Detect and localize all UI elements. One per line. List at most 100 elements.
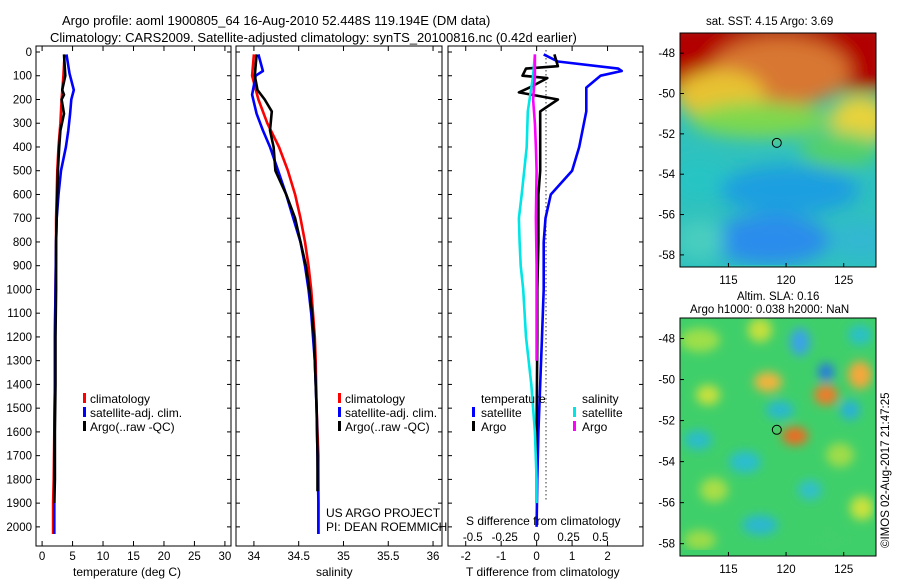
legend-label-satellite: satellite-adj. clim.: [90, 406, 182, 420]
x-tick-label: -2: [461, 551, 471, 563]
depth-tick-label: 2000: [6, 522, 32, 534]
legend-label-argo: Argo(..raw -QC): [345, 420, 430, 434]
s-diff-ticks: -0.5 -0.25 0 0.25 0.5: [463, 532, 609, 544]
t-diff-xlabel: T difference from climatology: [466, 565, 620, 579]
x-tick-label: 15: [127, 551, 140, 563]
x-tick-label: 35.5: [377, 551, 399, 563]
x-tick-label: 30: [219, 551, 232, 563]
argo-location-marker: [771, 424, 782, 435]
series-line-temperature-satellite: [535, 53, 624, 527]
legend-label-climatology: climatology: [90, 392, 150, 406]
sla-map-title-line1: Altim. SLA: 0.16: [737, 291, 819, 303]
lat-tick-label: -58: [658, 539, 675, 551]
salinity-legend: climatology satellite-adj. clim. Argo(..…: [338, 392, 437, 434]
lat-tick-label: -56: [658, 210, 675, 222]
depth-tick-label: 1600: [6, 427, 32, 439]
project-note: US ARGO PROJECT: [326, 506, 441, 520]
legend-swatch-t-argo: [472, 421, 475, 431]
imos-credit: ©IMOS 02-Aug-2017 21:47:25: [880, 392, 892, 548]
sla-map-box: [679, 317, 877, 557]
lon-tick-label: 120: [776, 564, 795, 576]
depth-tick-label: 400: [13, 142, 32, 154]
s-diff-xlabel: S difference from climatology: [466, 514, 621, 528]
x-tick-label: 36: [427, 551, 440, 563]
legend-swatch-satellite: [83, 407, 86, 417]
x-tick-label: 5: [69, 551, 75, 563]
lat-tick-label: -58: [658, 250, 675, 262]
x-tick-label: 35: [337, 551, 350, 563]
salinity-axes-box: [235, 45, 443, 547]
legend-swatch-s-argo: [573, 421, 576, 431]
temperature-legend: climatology satellite-adj. clim. Argo(..…: [83, 392, 182, 434]
lon-tick-label: 120: [776, 275, 795, 287]
depth-tick-label: 1800: [6, 474, 32, 486]
lat-tick-label: -50: [658, 375, 675, 387]
depth-tick-label: 1200: [6, 332, 32, 344]
legend-label-s-satellite: satellite: [582, 406, 623, 420]
legend-label-t-argo: Argo: [481, 420, 507, 434]
series-line-salinity-argo: [531, 54, 538, 361]
x-tick-label: 25: [188, 551, 201, 563]
legend-label-s-argo: Argo: [582, 420, 608, 434]
legend-label-t-satellite: satellite: [481, 406, 522, 420]
argo-location-marker: [771, 137, 782, 148]
legend-swatch-argo: [83, 421, 86, 431]
depth-tick-label: 1000: [6, 284, 32, 296]
legend-swatch-climatology: [83, 393, 86, 403]
x-tick-label: -1: [496, 551, 506, 563]
lon-tick-label: 115: [719, 564, 737, 576]
legend-label-climatology: climatology: [345, 392, 405, 406]
x-tick-label: 20: [158, 551, 171, 563]
sst-heatmap-field: [680, 33, 876, 267]
depth-tick-label: 300: [13, 118, 32, 130]
title-line2: Climatology: CARS2009. Satellite-adjuste…: [50, 30, 577, 45]
lat-tick-label: -54: [658, 169, 675, 181]
pi-note: PI: DEAN ROEMMICH: [326, 520, 447, 534]
depth-tick-label: 1900: [6, 498, 32, 510]
sla-map-title-line2: Argo h1000: 0.038 h2000: NaN: [690, 304, 849, 316]
difference-axes-box: [447, 45, 644, 547]
salinity-panel: 34 34.5 35 35.5 36 salinity climatology sate…: [235, 45, 447, 579]
legend-swatch-argo: [338, 421, 341, 431]
depth-tick-label: 600: [13, 189, 32, 201]
s-diff-tick-label: -0.25: [492, 532, 518, 544]
lon-tick-label: 125: [834, 275, 853, 287]
lat-tick-label: -48: [658, 48, 675, 60]
x-tick-label: 34.5: [288, 551, 310, 563]
x-tick-label: 10: [97, 551, 110, 563]
legend-swatch-s-satellite: [573, 407, 576, 417]
legend-heading-salinity: salinity: [582, 392, 619, 406]
depth-tick-label: 1300: [6, 356, 32, 368]
x-tick-label: 2: [604, 551, 610, 563]
s-diff-tick-label: 0.5: [592, 532, 608, 544]
lon-tick-label: 115: [719, 275, 737, 287]
depth-tick-label: 700: [13, 213, 32, 225]
sst-map: sat. SST: 4.15 Argo: 3.69 115 120 125 -48 -5…: [658, 16, 877, 287]
depth-tick-label: 200: [13, 94, 32, 106]
x-tick-label: 1: [569, 551, 575, 563]
legend-swatch-climatology: [338, 393, 341, 403]
title-line1: Argo profile: aoml 1900805_64 16-Aug-201…: [62, 13, 490, 28]
sla-heatmap-field: [680, 318, 876, 556]
x-tick-label: 34: [248, 551, 261, 563]
lon-tick-label: 125: [834, 564, 853, 576]
lat-tick-label: -56: [658, 498, 675, 510]
x-tick-label: 0: [533, 551, 539, 563]
s-diff-tick-label: 0: [533, 532, 539, 544]
lat-tick-label: -52: [658, 129, 675, 141]
series-line-argo-raw-qc: [53, 54, 67, 504]
s-diff-tick-label: 0.25: [557, 532, 579, 544]
legend-swatch-satellite: [338, 407, 341, 417]
series-line-salinity-satellite: [517, 54, 538, 504]
legend-heading-temperature: temperature: [481, 392, 546, 406]
depth-tick-label: 1700: [6, 451, 32, 463]
temperature-xlabel: temperature (deg C): [73, 565, 181, 579]
depth-tick-label: 0: [26, 47, 32, 59]
lat-tick-label: -48: [658, 334, 675, 346]
depth-tick-label: 900: [13, 261, 32, 273]
sst-map-title: sat. SST: 4.15 Argo: 3.69: [706, 16, 833, 28]
lat-tick-label: -54: [658, 457, 675, 469]
depth-tick-label: 1500: [6, 403, 32, 415]
s-diff-tick-label: -0.5: [463, 532, 483, 544]
